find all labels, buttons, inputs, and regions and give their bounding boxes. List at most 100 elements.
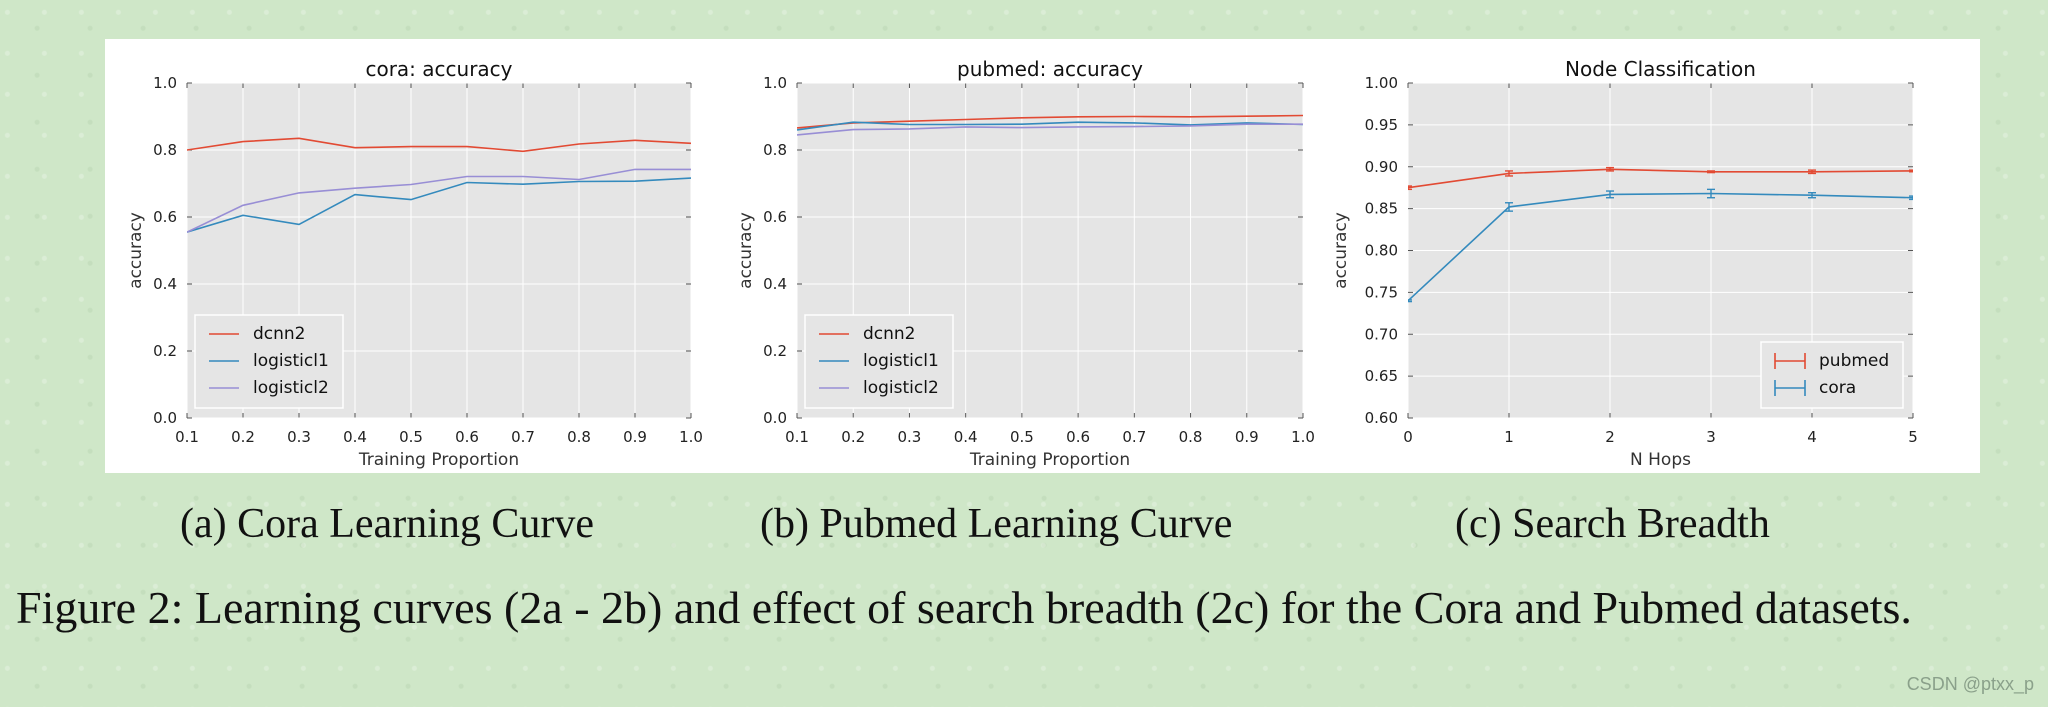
x-tick-label: 4 — [1807, 428, 1817, 446]
x-tick-label: 0.2 — [231, 428, 255, 446]
x-tick-label: 0.3 — [898, 428, 922, 446]
y-tick-label: 0.60 — [1365, 409, 1398, 427]
error-bar-pubmed — [1505, 170, 1513, 177]
legend: pubmed cora — [1760, 341, 1904, 409]
y-tick-label: 0.70 — [1365, 325, 1398, 343]
error-bar-pubmed — [1606, 166, 1614, 172]
y-tick-label: 0.8 — [763, 141, 787, 159]
y-axis-label: accuracy — [1331, 212, 1351, 289]
y-tick-label: 0.6 — [763, 208, 787, 226]
error-bar-pubmed — [1808, 169, 1816, 175]
x-axis-label: Training Proportion — [358, 450, 519, 470]
error-bar-pubmed — [1909, 169, 1913, 173]
charts-svg: 0.1 0.2 0.3 0.4 0.5 0.6 0.7 0.8 0.9 1.0 0.0 0.2 0.4 0… — [126, 57, 1918, 470]
error-bar-cora — [1505, 202, 1513, 212]
y-tick-label: 0.8 — [153, 141, 177, 159]
x-tick-label: 1.0 — [679, 428, 703, 446]
legend-label-pubmed: pubmed — [1819, 351, 1889, 371]
chart-3: 0 1 2 3 4 5 0.60 0.65 0.70 0.75 0.80 0.85 0.90 0.95 1.… — [1331, 57, 1918, 470]
error-bar-cora — [1909, 195, 1913, 201]
series-line-pubmed — [1408, 168, 1913, 189]
chart-title: pubmed: accuracy — [957, 57, 1143, 81]
y-tick-label: 1.0 — [153, 74, 177, 92]
x-tick-label: 0.1 — [175, 428, 199, 446]
y-tick-label: 0.2 — [763, 342, 787, 360]
y-tick-label: 1.00 — [1365, 74, 1398, 92]
x-tick-label: 0.8 — [567, 428, 591, 446]
y-tick-label: 1.0 — [763, 74, 787, 92]
x-tick-label: 0.5 — [1010, 428, 1034, 446]
y-tick-label: 0.90 — [1365, 158, 1398, 176]
y-tick-label: 0.6 — [153, 208, 177, 226]
x-tick-label: 0.1 — [785, 428, 809, 446]
legend-label-logisticl2: logisticl2 — [863, 378, 939, 398]
legend-label-logisticl2: logisticl2 — [253, 378, 329, 398]
legend-box — [1760, 341, 1904, 409]
series-line-logisticl2 — [187, 168, 691, 233]
x-tick-label: 0.4 — [954, 428, 978, 446]
subcaption-b: (b) Pubmed Learning Curve — [760, 501, 1233, 547]
series-line-cora — [1408, 192, 1913, 302]
x-tick-label: 0.5 — [399, 428, 423, 446]
x-tick-label: 1 — [1504, 428, 1514, 446]
x-axis-label: Training Proportion — [969, 450, 1130, 470]
error-bar-pubmed — [1707, 170, 1715, 174]
x-tick-label: 0.9 — [1235, 428, 1259, 446]
x-tick-label: 0.6 — [1066, 428, 1090, 446]
x-tick-label: 0.3 — [287, 428, 311, 446]
y-tick-label: 0.0 — [153, 409, 177, 427]
x-tick-label: 0.7 — [1122, 428, 1146, 446]
x-tick-label: 5 — [1908, 428, 1918, 446]
y-tick-label: 0.95 — [1365, 116, 1398, 134]
x-tick-label: 0.9 — [623, 428, 647, 446]
x-tick-label: 0.7 — [511, 428, 535, 446]
legend: dcnn2 logisticl1 logisticl2 — [194, 314, 344, 409]
series-line-logisticl1 — [187, 177, 691, 233]
y-tick-label: 0.65 — [1365, 367, 1398, 385]
legend-label-logisticl1: logisticl1 — [253, 351, 329, 371]
x-tick-label: 0.6 — [455, 428, 479, 446]
legend-label-dcnn2: dcnn2 — [253, 324, 306, 344]
x-tick-label: 0.4 — [343, 428, 367, 446]
y-tick-label: 0.2 — [153, 342, 177, 360]
series-line-dcnn2 — [797, 114, 1303, 129]
error-bar-cora — [1606, 190, 1614, 199]
legend-label-logisticl1: logisticl1 — [863, 351, 939, 371]
y-tick-label: 0.85 — [1365, 200, 1398, 218]
x-tick-label: 3 — [1706, 428, 1716, 446]
chart-title: Node Classification — [1565, 57, 1756, 81]
subcaption-a: (a) Cora Learning Curve — [180, 501, 594, 547]
y-tick-label: 0.0 — [763, 409, 787, 427]
x-tick-label: 0 — [1403, 428, 1413, 446]
legend-swatch-cora — [1774, 380, 1806, 396]
legend-label-dcnn2: dcnn2 — [863, 324, 916, 344]
series-line-dcnn2 — [187, 137, 691, 153]
series-line-logisticl1 — [797, 121, 1303, 131]
x-tick-label: 0.2 — [841, 428, 865, 446]
y-tick-label: 0.4 — [763, 275, 787, 293]
error-bar-pubmed — [1408, 185, 1412, 191]
error-bar-cora — [1707, 188, 1715, 199]
figure-caption: Figure 2: Learning curves (2a - 2b) and … — [16, 582, 1912, 633]
chart-2: 0.1 0.2 0.3 0.4 0.5 0.6 0.7 0.8 0.9 1.0 0.0 0.2 0.4 0… — [736, 57, 1315, 470]
error-bar-cora — [1408, 299, 1412, 303]
watermark: CSDN @ptxx_p — [1906, 674, 2034, 694]
y-axis-label: accuracy — [126, 212, 146, 289]
legend: dcnn2 logisticl1 logisticl2 — [804, 314, 954, 409]
chart-1: 0.1 0.2 0.3 0.4 0.5 0.6 0.7 0.8 0.9 1.0 0.0 0.2 0.4 0… — [126, 57, 703, 470]
legend-label-cora: cora — [1819, 378, 1856, 398]
series-line-logisticl2 — [797, 123, 1303, 136]
figure-panel: 0.1 0.2 0.3 0.4 0.5 0.6 0.7 0.8 0.9 1.0 0.0 0.2 0.4 0… — [105, 39, 1980, 473]
y-tick-label: 0.80 — [1365, 242, 1398, 260]
x-axis-label: N Hops — [1630, 450, 1691, 470]
x-tick-label: 2 — [1605, 428, 1615, 446]
y-tick-label: 0.4 — [153, 275, 177, 293]
x-tick-label: 1.0 — [1291, 428, 1315, 446]
y-tick-label: 0.75 — [1365, 283, 1398, 301]
y-axis-label: accuracy — [736, 212, 756, 289]
error-bar-cora — [1808, 192, 1816, 199]
x-tick-label: 0.8 — [1179, 428, 1203, 446]
chart-title: cora: accuracy — [365, 57, 512, 81]
legend-swatch-pubmed — [1774, 353, 1806, 369]
subcaption-c: (c) Search Breadth — [1455, 501, 1770, 547]
